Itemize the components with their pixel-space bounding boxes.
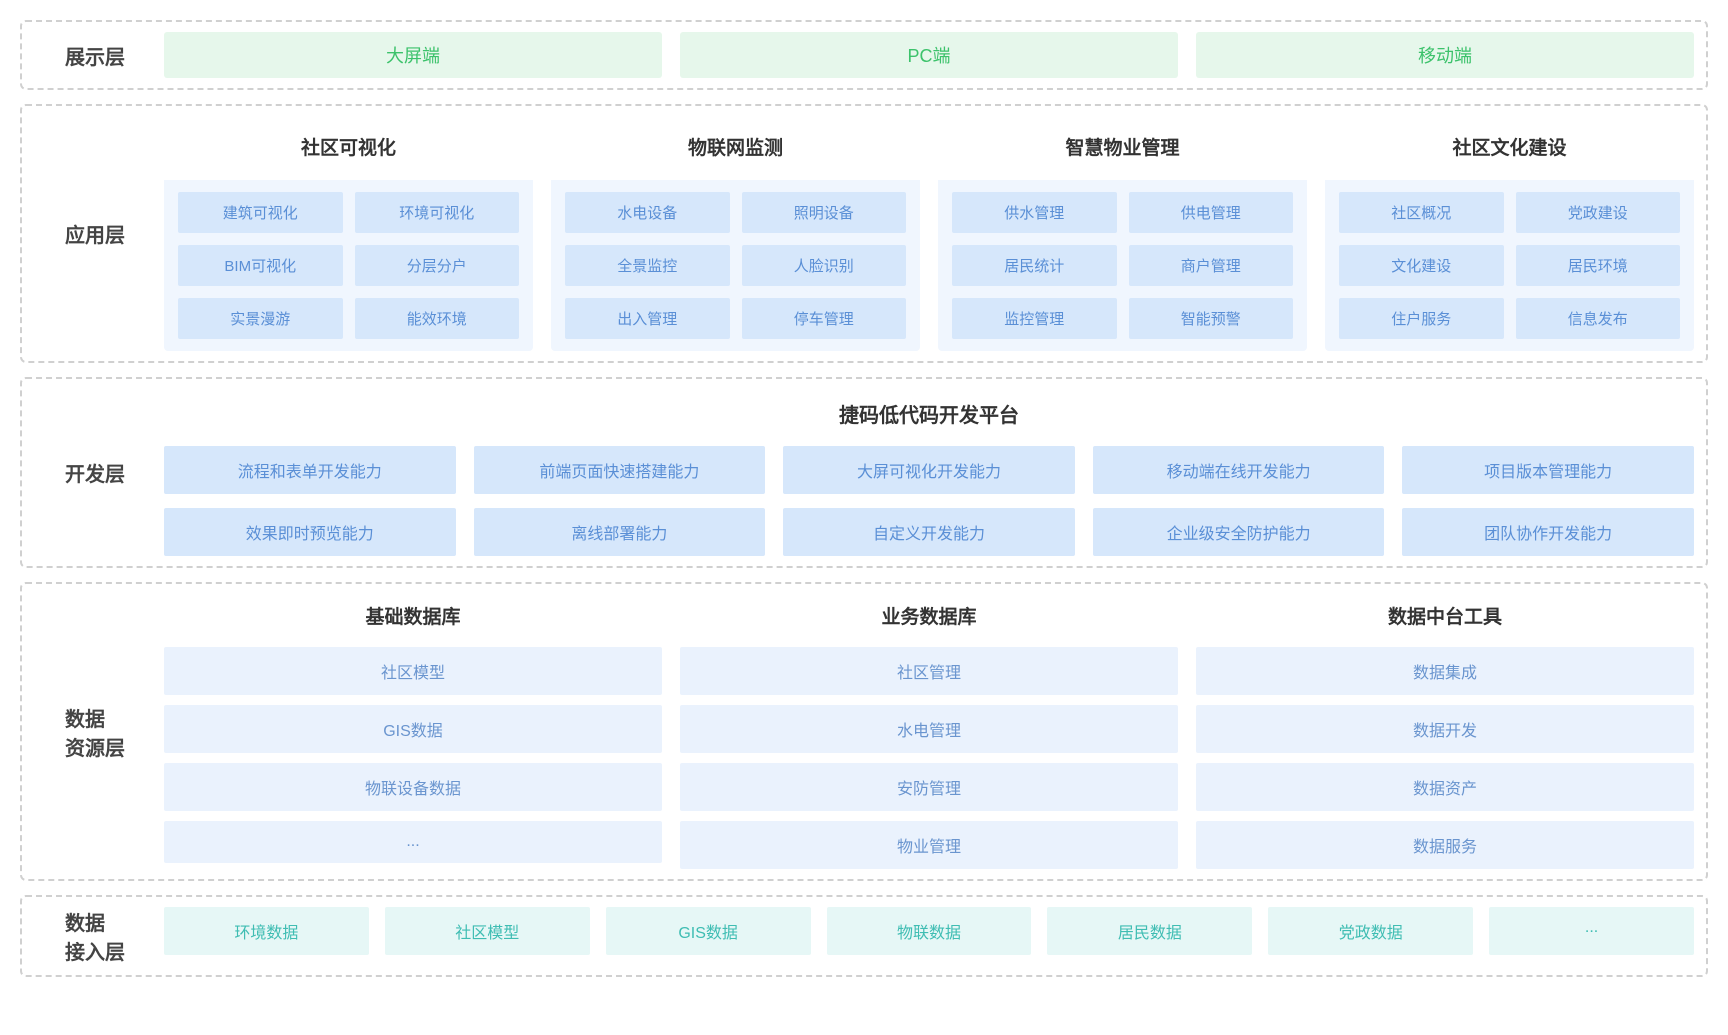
data-access-layer-body: 环境数据 社区模型 GIS数据 物联数据 居民数据 党政数据 ... (164, 907, 1694, 965)
app-cell: 停车管理 (742, 298, 907, 339)
application-layer-body: 社区可视化 建筑可视化 环境可视化 BIM可视化 分层分户 实景漫游 能效环境 … (164, 116, 1694, 351)
app-group-title: 智慧物业管理 (937, 115, 1308, 180)
data-cell: 物联设备数据 (164, 763, 662, 811)
data-cell: 数据资产 (1196, 763, 1694, 811)
app-grid: 建筑可视化 环境可视化 BIM可视化 分层分户 实景漫游 能效环境 (164, 192, 533, 339)
data-cell: 社区管理 (680, 647, 1178, 695)
data-group-title: 数据中台工具 (1196, 594, 1694, 637)
app-cell: BIM可视化 (178, 245, 343, 286)
app-cell: 人脸识别 (742, 245, 907, 286)
app-cell: 照明设备 (742, 192, 907, 233)
presentation-item: 移动端 (1196, 32, 1694, 78)
app-cell: 监控管理 (952, 298, 1117, 339)
app-group-title: 物联网监测 (550, 115, 921, 180)
access-cell: 党政数据 (1268, 907, 1473, 955)
app-cell: 全景监控 (565, 245, 730, 286)
development-row-2: 效果即时预览能力 离线部署能力 自定义开发能力 企业级安全防护能力 团队协作开发… (164, 508, 1694, 556)
dev-cell: 流程和表单开发能力 (164, 446, 456, 494)
app-cell: 社区概况 (1339, 192, 1504, 233)
data-cell: 物业管理 (680, 821, 1178, 869)
presentation-layer-body: 大屏端 PC端 移动端 (164, 32, 1694, 78)
data-group-business-db: 业务数据库 社区管理 水电管理 安防管理 物业管理 (680, 594, 1178, 869)
app-grid: 水电设备 照明设备 全景监控 人脸识别 出入管理 停车管理 (551, 192, 920, 339)
app-cell: 环境可视化 (355, 192, 520, 233)
application-layer: 应用层 社区可视化 建筑可视化 环境可视化 BIM可视化 分层分户 实景漫游 能… (20, 104, 1708, 363)
app-cell: 实景漫游 (178, 298, 343, 339)
presentation-item: 大屏端 (164, 32, 662, 78)
app-cell: 能效环境 (355, 298, 520, 339)
data-resource-layer-body: 基础数据库 社区模型 GIS数据 物联设备数据 ... 业务数据库 社区管理 水… (164, 594, 1694, 869)
data-group-basic-db: 基础数据库 社区模型 GIS数据 物联设备数据 ... (164, 594, 662, 869)
app-cell: 商户管理 (1129, 245, 1294, 286)
data-cell: 数据集成 (1196, 647, 1694, 695)
data-access-layer: 数据 接入层 环境数据 社区模型 GIS数据 物联数据 居民数据 党政数据 ..… (20, 895, 1708, 977)
data-cell: GIS数据 (164, 705, 662, 753)
data-access-row: 环境数据 社区模型 GIS数据 物联数据 居民数据 党政数据 ... (164, 907, 1694, 955)
presentation-row: 大屏端 PC端 移动端 (164, 32, 1694, 78)
app-cell: 水电设备 (565, 192, 730, 233)
app-cell: 信息发布 (1516, 298, 1681, 339)
data-cell: 数据开发 (1196, 705, 1694, 753)
application-row: 社区可视化 建筑可视化 环境可视化 BIM可视化 分层分户 实景漫游 能效环境 … (164, 116, 1694, 351)
dev-cell: 大屏可视化开发能力 (783, 446, 1075, 494)
app-cell: 居民环境 (1516, 245, 1681, 286)
app-cell: 住户服务 (1339, 298, 1504, 339)
data-cell: 水电管理 (680, 705, 1178, 753)
data-cell: 数据服务 (1196, 821, 1694, 869)
app-cell: 居民统计 (952, 245, 1117, 286)
dev-cell: 移动端在线开发能力 (1093, 446, 1385, 494)
data-cell: 安防管理 (680, 763, 1178, 811)
app-cell: 供电管理 (1129, 192, 1294, 233)
dev-cell: 前端页面快速搭建能力 (474, 446, 766, 494)
dev-cell: 项目版本管理能力 (1402, 446, 1694, 494)
app-cell: 文化建设 (1339, 245, 1504, 286)
app-group-culture: 社区文化建设 社区概况 党政建设 文化建设 居民环境 住户服务 信息发布 (1325, 116, 1694, 351)
app-grid: 社区概况 党政建设 文化建设 居民环境 住户服务 信息发布 (1325, 192, 1694, 339)
data-access-layer-label: 数据 接入层 (34, 907, 164, 965)
data-group-title: 业务数据库 (680, 594, 1178, 637)
dev-cell: 自定义开发能力 (783, 508, 1075, 556)
data-resource-row: 基础数据库 社区模型 GIS数据 物联设备数据 ... 业务数据库 社区管理 水… (164, 594, 1694, 869)
app-grid: 供水管理 供电管理 居民统计 商户管理 监控管理 智能预警 (938, 192, 1307, 339)
app-group-iot: 物联网监测 水电设备 照明设备 全景监控 人脸识别 出入管理 停车管理 (551, 116, 920, 351)
app-cell: 党政建设 (1516, 192, 1681, 233)
development-layer-label: 开发层 (34, 389, 164, 556)
data-cell: ... (164, 821, 662, 863)
development-row-1: 流程和表单开发能力 前端页面快速搭建能力 大屏可视化开发能力 移动端在线开发能力… (164, 446, 1694, 494)
development-title: 捷码低代码开发平台 (164, 389, 1694, 432)
access-cell: 社区模型 (385, 907, 590, 955)
presentation-layer-label: 展示层 (34, 32, 164, 78)
development-layer: 开发层 捷码低代码开发平台 流程和表单开发能力 前端页面快速搭建能力 大屏可视化… (20, 377, 1708, 568)
access-cell: ... (1489, 907, 1694, 955)
data-group-title: 基础数据库 (164, 594, 662, 637)
app-cell: 智能预警 (1129, 298, 1294, 339)
app-cell: 分层分户 (355, 245, 520, 286)
access-cell: GIS数据 (606, 907, 811, 955)
presentation-item: PC端 (680, 32, 1178, 78)
app-group-property: 智慧物业管理 供水管理 供电管理 居民统计 商户管理 监控管理 智能预警 (938, 116, 1307, 351)
app-group-title: 社区文化建设 (1324, 115, 1695, 180)
app-cell: 出入管理 (565, 298, 730, 339)
app-cell: 供水管理 (952, 192, 1117, 233)
data-cell: 社区模型 (164, 647, 662, 695)
app-group-visualization: 社区可视化 建筑可视化 环境可视化 BIM可视化 分层分户 实景漫游 能效环境 (164, 116, 533, 351)
application-layer-label: 应用层 (34, 116, 164, 351)
access-cell: 物联数据 (827, 907, 1032, 955)
app-cell: 建筑可视化 (178, 192, 343, 233)
presentation-layer: 展示层 大屏端 PC端 移动端 (20, 20, 1708, 90)
access-cell: 居民数据 (1047, 907, 1252, 955)
data-resource-layer-label: 数据 资源层 (34, 594, 164, 869)
dev-cell: 效果即时预览能力 (164, 508, 456, 556)
dev-cell: 离线部署能力 (474, 508, 766, 556)
data-resource-layer: 数据 资源层 基础数据库 社区模型 GIS数据 物联设备数据 ... 业务数据库… (20, 582, 1708, 881)
data-group-mid-tools: 数据中台工具 数据集成 数据开发 数据资产 数据服务 (1196, 594, 1694, 869)
development-layer-body: 捷码低代码开发平台 流程和表单开发能力 前端页面快速搭建能力 大屏可视化开发能力… (164, 389, 1694, 556)
access-cell: 环境数据 (164, 907, 369, 955)
dev-cell: 团队协作开发能力 (1402, 508, 1694, 556)
app-group-title: 社区可视化 (163, 115, 534, 180)
dev-cell: 企业级安全防护能力 (1093, 508, 1385, 556)
